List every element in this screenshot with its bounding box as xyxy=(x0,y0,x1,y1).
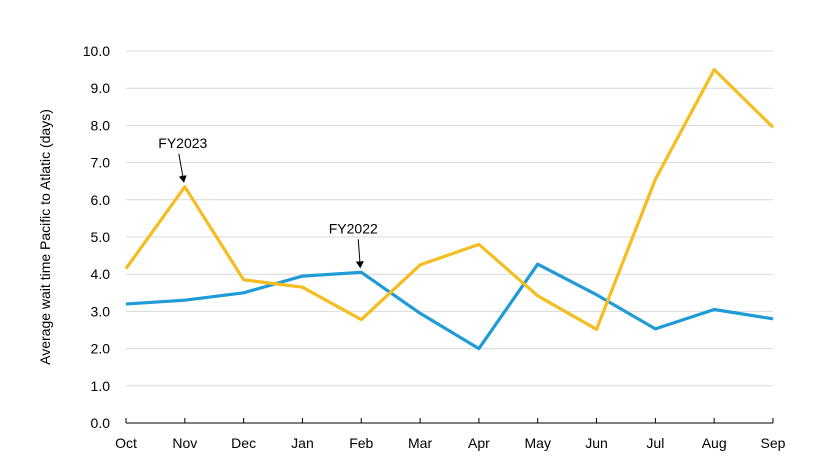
x-tick-label: Jun xyxy=(585,435,608,451)
x-tick-label: Feb xyxy=(349,435,373,451)
x-tick-label: Aug xyxy=(702,435,727,451)
x-tick-label: Jan xyxy=(291,435,314,451)
y-tick-label: 3.0 xyxy=(91,303,111,319)
y-tick-label: 7.0 xyxy=(91,155,111,171)
y-tick-label: 10.0 xyxy=(83,43,110,59)
x-tick-label: May xyxy=(525,435,551,451)
series-line-fy2023 xyxy=(124,67,775,331)
y-axis-title: Average wait time Pacific to Atlatic (da… xyxy=(37,109,53,365)
y-tick-label: 9.0 xyxy=(91,80,111,96)
annotation-arrow xyxy=(178,153,187,183)
series-lines xyxy=(124,67,775,351)
axes xyxy=(125,418,774,424)
annotation-label: FY2022 xyxy=(329,220,378,236)
y-tick-label: 8.0 xyxy=(91,117,111,133)
y-tick-label: 2.0 xyxy=(91,341,111,357)
y-axis-tick-labels: 0.0 1.0 2.0 3.0 4.0 5.0 6.0 7.0 8.0 9.0 10.0 xyxy=(83,43,110,431)
x-tick-label: Dec xyxy=(231,435,256,451)
x-axis-tick-labels: Oct Nov Dec Jan Feb Mar Apr May Jun Jul Aug Sep xyxy=(115,435,786,451)
annotation-label: FY2023 xyxy=(158,135,207,151)
gridlines xyxy=(126,50,773,387)
x-tick-label: Jul xyxy=(646,435,664,451)
x-tick-label: Mar xyxy=(408,435,432,451)
y-tick-label: 6.0 xyxy=(91,192,111,208)
y-tick-label: 0.0 xyxy=(91,415,111,431)
x-tick-label: Oct xyxy=(115,435,137,451)
x-tick-label: Nov xyxy=(172,435,197,451)
y-tick-label: 1.0 xyxy=(91,378,111,394)
x-tick-label: Apr xyxy=(468,435,490,451)
x-tick-label: Sep xyxy=(761,435,786,451)
annotation-arrow xyxy=(355,239,364,269)
annotations: FY2023 FY2022 xyxy=(158,135,378,269)
series-line-fy2022 xyxy=(125,262,774,351)
y-tick-label: 5.0 xyxy=(91,229,111,245)
y-tick-label: 4.0 xyxy=(91,266,111,282)
